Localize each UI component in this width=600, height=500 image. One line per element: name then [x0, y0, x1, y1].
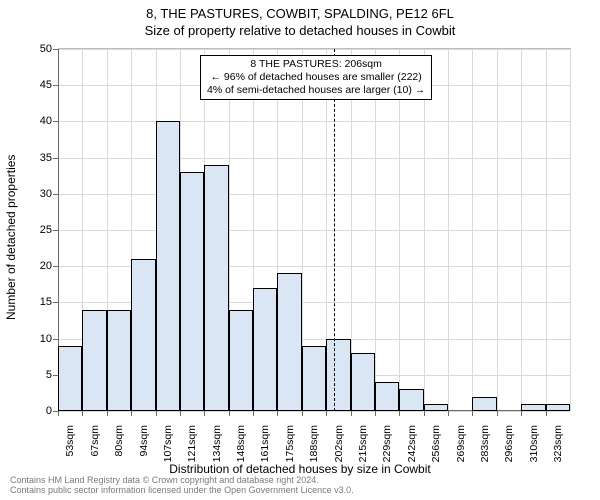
- histogram-bar: [253, 288, 277, 411]
- grid-line: [58, 194, 570, 195]
- x-tick-mark: [399, 411, 400, 416]
- histogram-bar: [351, 353, 375, 411]
- x-tick-mark: [82, 411, 83, 416]
- x-tick-mark: [302, 411, 303, 416]
- histogram-bar: [58, 346, 82, 411]
- x-tick-mark: [424, 411, 425, 416]
- grid-line: [570, 49, 571, 411]
- grid-line: [424, 49, 425, 411]
- x-tick-mark: [107, 411, 108, 416]
- x-tick-mark: [229, 411, 230, 416]
- grid-line: [497, 49, 498, 411]
- y-tick-label: 5: [26, 369, 52, 381]
- grid-line: [375, 49, 376, 411]
- footer-line2: Contains public sector information licen…: [10, 485, 354, 495]
- x-tick-mark: [58, 411, 59, 416]
- callout-line: ← 96% of detached houses are smaller (22…: [207, 71, 425, 84]
- y-tick-label: 45: [26, 79, 52, 91]
- callout-line: 4% of semi-detached houses are larger (1…: [207, 84, 425, 97]
- y-tick-label: 50: [26, 43, 52, 55]
- histogram-bar: [156, 121, 180, 411]
- histogram-bar: [521, 404, 545, 411]
- grid-line: [58, 411, 570, 412]
- histogram-bar: [424, 404, 448, 411]
- x-tick-mark: [326, 411, 327, 416]
- x-tick-mark: [448, 411, 449, 416]
- reference-line: [334, 49, 335, 411]
- grid-line: [546, 49, 547, 411]
- grid-line: [58, 121, 570, 122]
- y-tick-label: 15: [26, 296, 52, 308]
- grid-line: [58, 49, 570, 50]
- x-tick-mark: [180, 411, 181, 416]
- histogram-bar: [472, 397, 496, 411]
- y-tick-label: 35: [26, 152, 52, 164]
- histogram-bar: [326, 339, 350, 411]
- histogram-bar: [180, 172, 204, 411]
- histogram-bar: [302, 346, 326, 411]
- x-tick-mark: [131, 411, 132, 416]
- y-tick-label: 0: [26, 405, 52, 417]
- x-tick-mark: [204, 411, 205, 416]
- histogram-bar: [131, 259, 155, 411]
- footer-line1: Contains HM Land Registry data © Crown c…: [10, 475, 319, 485]
- footer-attribution: Contains HM Land Registry data © Crown c…: [10, 476, 354, 496]
- x-tick-mark: [277, 411, 278, 416]
- x-tick-mark: [156, 411, 157, 416]
- histogram-bar: [107, 310, 131, 411]
- x-tick-mark: [497, 411, 498, 416]
- grid-line: [521, 49, 522, 411]
- x-tick-mark: [521, 411, 522, 416]
- histogram-bar: [546, 404, 570, 411]
- y-axis-label: Number of detached properties: [4, 155, 18, 320]
- histogram-chart: 0510152025303540455053sqm67sqm80sqm94sqm…: [58, 48, 571, 411]
- page-subtitle: Size of property relative to detached ho…: [0, 23, 600, 38]
- y-tick-label: 10: [26, 333, 52, 345]
- x-tick-mark: [253, 411, 254, 416]
- grid-line: [399, 49, 400, 411]
- y-tick-label: 20: [26, 260, 52, 272]
- histogram-bar: [82, 310, 106, 411]
- grid-line: [58, 158, 570, 159]
- y-tick-label: 25: [26, 224, 52, 236]
- x-tick-mark: [351, 411, 352, 416]
- y-tick-label: 40: [26, 115, 52, 127]
- grid-line: [448, 49, 449, 411]
- grid-line: [472, 49, 473, 411]
- histogram-bar: [229, 310, 253, 411]
- histogram-bar: [204, 165, 228, 411]
- x-tick-mark: [375, 411, 376, 416]
- histogram-bar: [375, 382, 399, 411]
- grid-line: [58, 230, 570, 231]
- callout-box: 8 THE PASTURES: 206sqm← 96% of detached …: [200, 55, 432, 100]
- y-tick-label: 30: [26, 188, 52, 200]
- callout-line: 8 THE PASTURES: 206sqm: [207, 58, 425, 71]
- x-tick-mark: [546, 411, 547, 416]
- histogram-bar: [277, 273, 301, 411]
- histogram-bar: [399, 389, 423, 411]
- x-tick-mark: [472, 411, 473, 416]
- page-title: 8, THE PASTURES, COWBIT, SPALDING, PE12 …: [0, 6, 600, 21]
- x-axis-label: Distribution of detached houses by size …: [0, 462, 600, 476]
